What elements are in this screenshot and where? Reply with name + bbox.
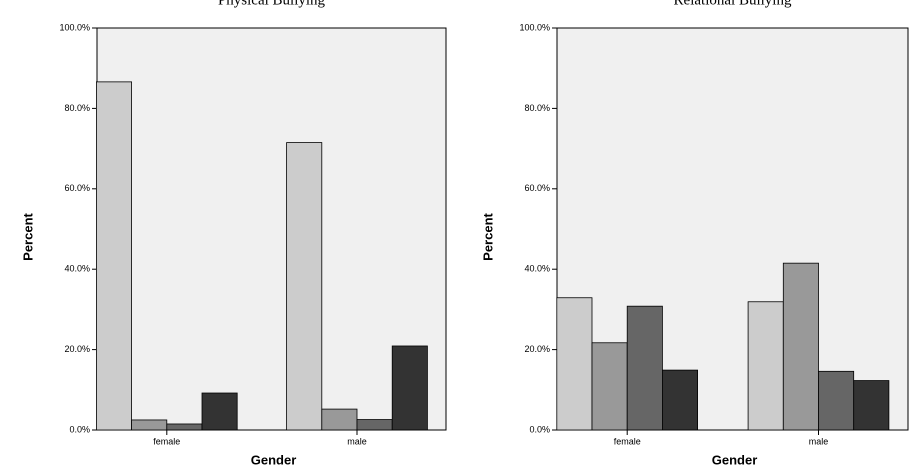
bar [782, 262, 819, 431]
bar [556, 297, 593, 431]
x-axis-title: Gender [251, 452, 297, 467]
bar [391, 345, 428, 431]
y-tick-label: 80.0% [64, 103, 90, 113]
bar [626, 305, 663, 431]
y-tick-label: 60.0% [524, 183, 550, 193]
y-tick-label: 20.0% [64, 344, 90, 354]
bar [96, 81, 133, 431]
bar [356, 419, 393, 431]
x-tick-label: male [347, 436, 367, 446]
y-tick-label: 0.0% [529, 424, 550, 434]
bar [321, 408, 358, 431]
y-axis-title: Percent [480, 212, 495, 260]
bar [818, 370, 855, 431]
y-tick-label: 20.0% [524, 344, 550, 354]
y-tick-label: 100.0% [519, 22, 550, 32]
x-tick-label: male [809, 436, 829, 446]
bar [853, 380, 890, 431]
y-tick-label: 40.0% [64, 264, 90, 274]
plot-area [96, 27, 447, 431]
bar [201, 392, 238, 431]
bar [747, 301, 784, 431]
bar [131, 419, 168, 431]
y-tick-label: 0.0% [69, 424, 90, 434]
y-axis-title: Percent [20, 212, 35, 260]
bar [166, 423, 203, 431]
x-tick-label: female [614, 436, 641, 446]
bar [591, 342, 628, 431]
y-tick-label: 100.0% [59, 22, 90, 32]
chart-title: Physical Bullying [218, 0, 326, 8]
bar [286, 142, 323, 431]
y-tick-label: 40.0% [524, 264, 550, 274]
bar [662, 369, 699, 431]
x-axis-title: Gender [712, 452, 758, 467]
y-tick-label: 80.0% [524, 103, 550, 113]
chart-title: Relational Bullying [674, 0, 792, 8]
x-tick-label: female [153, 436, 180, 446]
y-tick-label: 60.0% [64, 183, 90, 193]
